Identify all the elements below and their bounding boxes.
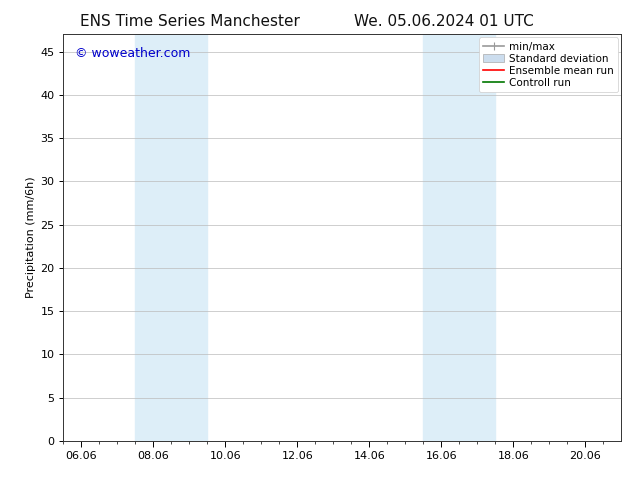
Text: ENS Time Series Manchester: ENS Time Series Manchester <box>81 14 300 29</box>
Y-axis label: Precipitation (mm/6h): Precipitation (mm/6h) <box>26 177 36 298</box>
Bar <box>136 34 207 441</box>
Text: We. 05.06.2024 01 UTC: We. 05.06.2024 01 UTC <box>354 14 534 29</box>
Legend: min/max, Standard deviation, Ensemble mean run, Controll run: min/max, Standard deviation, Ensemble me… <box>479 37 618 92</box>
Bar <box>424 34 495 441</box>
Text: © woweather.com: © woweather.com <box>75 47 190 59</box>
